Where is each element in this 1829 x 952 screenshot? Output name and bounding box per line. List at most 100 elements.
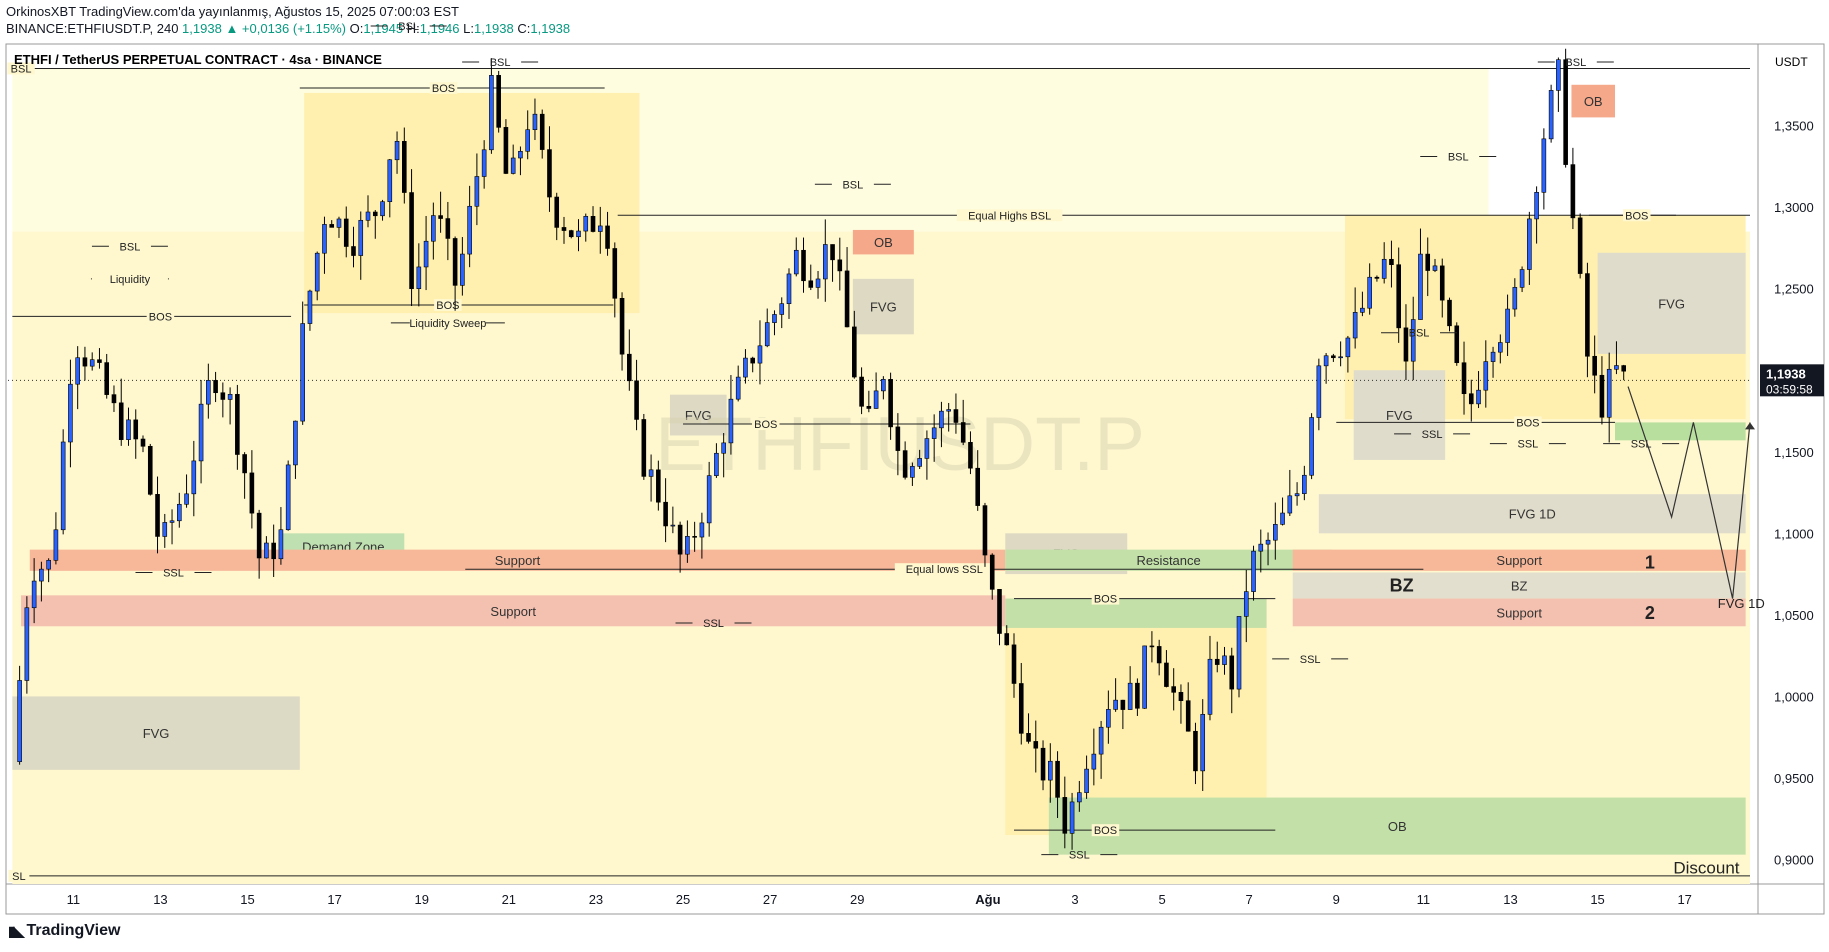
candle-body-37: [285, 464, 291, 531]
candle-body-16: [133, 419, 139, 440]
candle-body-133: [982, 505, 988, 556]
candle-body-128: [946, 409, 951, 412]
candle-body-165: [1214, 658, 1220, 665]
candle-body-201: [1476, 389, 1481, 405]
x-tick-14: 9: [1333, 892, 1340, 907]
x-tick-9: 29: [850, 892, 864, 907]
candle-body-204: [1498, 342, 1503, 353]
zone-3: [1005, 598, 1267, 836]
candle-body-151: [1113, 699, 1118, 710]
candle-body-13: [111, 394, 117, 404]
candle-body-78: [583, 216, 589, 232]
candle-body-198: [1454, 325, 1460, 364]
zone-19: [1292, 598, 1746, 627]
candle-body-42: [322, 224, 327, 254]
candle-body-45: [343, 218, 349, 247]
tradingview-brand[interactable]: ▮◣ TradingView: [8, 922, 120, 940]
candle-body-158: [1164, 662, 1169, 687]
candle-body-46: [351, 246, 356, 256]
candle-body-17: [140, 438, 146, 447]
time-axis[interactable]: 11 13 15 17 19 21 23 25 27 29 Ağu 3 5 7 9 11 13 15 17: [67, 892, 1692, 907]
candle-body-178: [1309, 417, 1314, 476]
zone-label-21: FVG: [1658, 296, 1685, 311]
candle-body-15: [126, 419, 131, 440]
candle-body-29: [227, 394, 233, 400]
tag-label-8: SSL: [1069, 850, 1090, 862]
candle-body-155: [1142, 645, 1147, 709]
ohlc-close: 1,1938: [530, 21, 571, 36]
candle-body-208: [1527, 218, 1532, 270]
candle-body-36: [278, 529, 284, 560]
candle-body-70: [525, 129, 530, 152]
zone-label-13: Resistance: [1136, 553, 1200, 568]
candle-body-30: [235, 394, 240, 455]
zone-label-18: BZ: [1511, 579, 1528, 594]
candle-body-106: [786, 273, 792, 304]
ohlc-open: 1,1945: [363, 21, 404, 36]
x-tick-4: 19: [414, 892, 428, 907]
candle-body-113: [837, 259, 843, 272]
candle-body-38: [293, 420, 298, 466]
tag-label-2: BSL: [120, 241, 141, 253]
candle-body-26: [206, 380, 211, 405]
candle-body-103: [764, 322, 770, 347]
candle-body-39: [300, 323, 305, 422]
big-label-1: 2: [1645, 603, 1655, 623]
level-label-bg-9: [1091, 824, 1120, 837]
x-tick-0: 11: [67, 892, 81, 907]
level-label-2: Equal Highs BSL: [968, 210, 1051, 222]
zone-label-16: FVG 1D: [1509, 507, 1556, 522]
zone-23: [1571, 84, 1615, 118]
publish-text: OrkinosXBT TradingView.com'da yayınlanmı…: [6, 4, 459, 19]
candle-body-112: [830, 244, 835, 261]
y-tick-0: 1,3500: [1774, 119, 1814, 134]
candle-body-120: [888, 379, 893, 428]
candle-body-121: [895, 426, 901, 451]
level-label-3: BOS: [149, 311, 172, 323]
candle-body-40: [307, 290, 313, 324]
candle-body-183: [1345, 337, 1351, 358]
candle-body-14: [118, 402, 124, 440]
candle-body-28: [220, 392, 226, 400]
candle-body-66: [496, 75, 501, 128]
candle-body-179: [1316, 365, 1322, 418]
candle-body-221: [1621, 365, 1627, 372]
candle-body-167: [1229, 655, 1235, 690]
candle-body-11: [97, 359, 102, 363]
candle-body-196: [1439, 265, 1445, 301]
candle-body-217: [1592, 355, 1597, 376]
tag-label-13: BSL: [1565, 57, 1586, 69]
candle-body-88: [656, 469, 661, 503]
price-axis[interactable]: 1,35001,30001,25001,20001,15001,10001,05…: [1760, 119, 1824, 868]
chart-title: ETHFI / TetherUS PERPETUAL CONTRACT · 4s…: [14, 52, 382, 67]
ohlc-low: 1,1938: [473, 21, 514, 36]
zone-2: [304, 92, 640, 314]
zone-15: [1048, 797, 1746, 855]
tag-label-11: SSL: [1517, 439, 1538, 451]
zone-label-11: OB: [874, 235, 893, 250]
candle-body-135: [997, 589, 1002, 634]
candle-body-126: [931, 427, 937, 439]
candle-body-168: [1236, 616, 1242, 690]
candle-body-149: [1098, 726, 1104, 755]
level-label-bg-6: [752, 418, 780, 431]
candle-body-166: [1222, 655, 1227, 665]
level-label-10: BOS: [1516, 417, 1539, 429]
candle-body-144: [1062, 797, 1068, 834]
candle-body-57: [431, 215, 436, 242]
candle-body-202: [1483, 361, 1489, 391]
candle-body-87: [648, 469, 654, 477]
candle-body-117: [866, 406, 872, 409]
candle-body-139: [1026, 733, 1031, 742]
candle-body-115: [852, 326, 857, 378]
y-tick-1: 1,3000: [1774, 200, 1814, 215]
y-tick-5: 1,1000: [1774, 526, 1814, 541]
y-tick-2: 1,2500: [1774, 282, 1814, 297]
candle-body-207: [1519, 269, 1525, 288]
candle-body-75: [561, 227, 567, 231]
level-label-0: BSL: [11, 63, 32, 75]
candle-body-122: [902, 450, 908, 478]
candle-body-47: [358, 219, 364, 256]
